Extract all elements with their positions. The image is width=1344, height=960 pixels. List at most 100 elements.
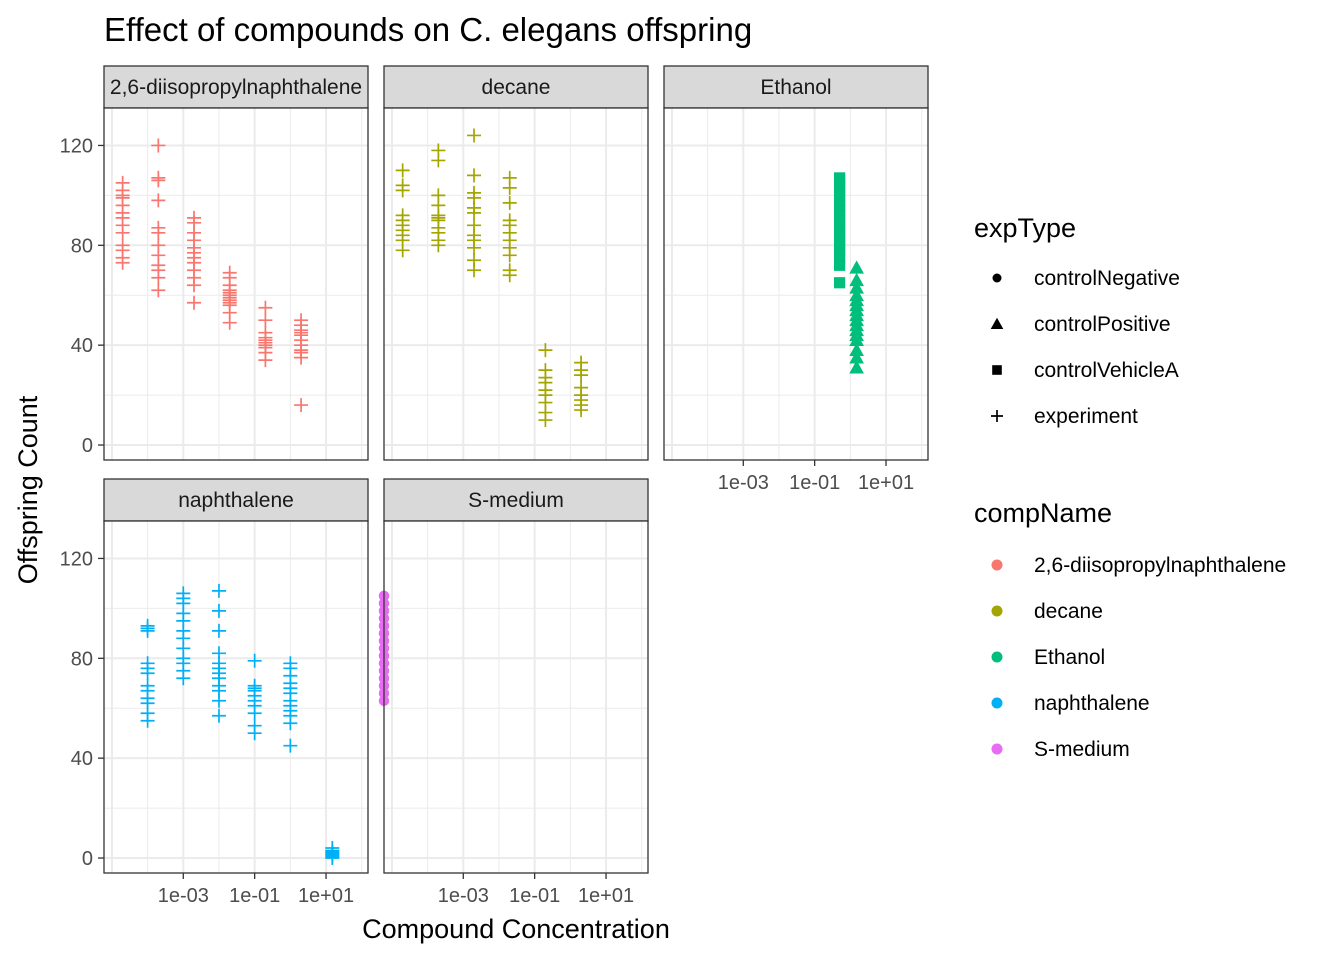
x-tick-label: 1e-01	[229, 885, 280, 907]
legend-key-circle	[991, 559, 1003, 571]
x-tick-label: 1e-03	[718, 472, 769, 494]
y-axis: 0 40 80 120	[60, 548, 104, 870]
facet-strip-label: Ethanol	[760, 76, 831, 99]
y-tick-label: 120	[60, 135, 93, 157]
data-point	[834, 252, 846, 264]
data-point	[849, 360, 864, 374]
data-point	[187, 210, 202, 225]
data-point	[849, 350, 864, 364]
panel-gridlines	[104, 108, 368, 460]
data-point	[538, 343, 553, 358]
data-point	[467, 253, 482, 268]
facet-strip: Ethanol	[663, 65, 929, 109]
y-axis: 0 40 80 120	[60, 135, 104, 457]
data-point	[502, 263, 517, 278]
x-tick-label: 1e-03	[158, 885, 209, 907]
data-point	[151, 283, 166, 298]
color-legend-title: compName	[974, 498, 1112, 528]
shape-legend-item: experiment	[991, 405, 1138, 428]
panel-gridlines	[384, 521, 648, 873]
x-axis-title: Compound Concentration	[362, 914, 670, 944]
data-point	[467, 218, 482, 233]
facet-panel-4: S-medium 1e-03 1e-01 1e+01	[378, 478, 649, 907]
panel-border	[103, 520, 369, 874]
shape-legend-item: controlPositive	[990, 313, 1171, 336]
y-tick-label: 0	[82, 435, 93, 457]
data-point	[151, 238, 166, 253]
data-point	[849, 260, 864, 274]
data-point	[115, 175, 130, 190]
color-legend-item: Ethanol	[991, 646, 1105, 669]
data-point	[849, 272, 864, 287]
color-legend-label: S-medium	[1034, 738, 1130, 761]
data-point	[151, 220, 166, 235]
facet-panels: 2,6-diisopropylnaphthalene 0 40 80 120 decane…	[60, 65, 929, 907]
data-point	[115, 238, 130, 253]
color-legend-label: Ethanol	[1034, 646, 1105, 669]
data-point	[151, 193, 166, 208]
facet-strip: 2,6-diisopropylnaphthalene	[103, 65, 369, 109]
facet-strip-label: decane	[482, 76, 551, 99]
data-point	[140, 678, 155, 693]
facet-strip-label: naphthalene	[178, 489, 294, 512]
chart-title: Effect of compounds on C. elegans offspr…	[104, 11, 752, 48]
panel-background	[384, 521, 648, 873]
data-point	[467, 168, 482, 183]
y-tick-label: 80	[71, 235, 93, 257]
color-legend-item: decane	[991, 600, 1103, 623]
shape-legend-label: controlPositive	[1034, 313, 1171, 336]
panel-gridlines	[384, 108, 648, 460]
legend: expType controlNegative controlPositive con…	[974, 213, 1286, 761]
data-point	[502, 195, 517, 210]
panel-background	[104, 521, 368, 873]
facet-strip-label: 2,6-diisopropylnaphthalene	[110, 76, 362, 99]
x-tick-label: 1e-01	[789, 472, 840, 494]
data-point	[140, 656, 155, 671]
data-point	[294, 398, 309, 413]
data-point	[502, 213, 517, 228]
color-legend-label: 2,6-diisopropylnaphthalene	[1034, 554, 1286, 577]
panel-border	[663, 107, 929, 461]
data-point	[151, 170, 166, 185]
data-point	[258, 313, 273, 328]
data-point	[211, 646, 226, 661]
data-points	[115, 138, 309, 413]
data-points	[834, 172, 864, 374]
data-point	[151, 138, 166, 153]
facet-panel-3: naphthalene 0 40 80 120 1e-03 1e-01 1e+01	[60, 478, 369, 907]
x-tick-label: 1e+01	[858, 472, 914, 494]
data-point	[431, 143, 446, 158]
data-point	[849, 287, 864, 302]
facet-strip: S-medium	[383, 478, 649, 522]
data-point	[849, 280, 864, 294]
data-point	[115, 255, 130, 270]
data-point	[467, 128, 482, 143]
data-point	[176, 586, 191, 601]
facet-strip-label: S-medium	[468, 489, 564, 512]
x-axis: 1e-03 1e-01 1e+01	[438, 873, 634, 907]
panel-border	[103, 107, 369, 461]
data-point	[187, 295, 202, 310]
facet-strip-background	[103, 65, 369, 109]
data-point	[211, 583, 226, 598]
data-points	[395, 128, 589, 428]
x-tick-label: 1e+01	[298, 885, 354, 907]
data-point	[325, 841, 340, 856]
color-legend-item: 2,6-diisopropylnaphthalene	[991, 554, 1286, 577]
data-point	[834, 172, 846, 184]
x-axis: 1e-03 1e-01 1e+01	[718, 460, 914, 494]
color-legend-label: naphthalene	[1034, 692, 1150, 715]
shape-legend-item: controlNegative	[992, 267, 1180, 290]
data-point	[222, 265, 237, 280]
panel-border	[383, 107, 649, 461]
x-tick-label: 1e+01	[578, 885, 634, 907]
shape-legend-title: expType	[974, 213, 1076, 243]
x-axis: 1e-03 1e-01 1e+01	[158, 873, 354, 907]
panel-background	[384, 108, 648, 460]
data-point	[395, 178, 410, 193]
shape-legend-label: controlVehicleA	[1034, 359, 1179, 382]
facet-strip-background	[663, 65, 929, 109]
facet-strip: decane	[383, 65, 649, 109]
facet-strip-background	[383, 65, 649, 109]
